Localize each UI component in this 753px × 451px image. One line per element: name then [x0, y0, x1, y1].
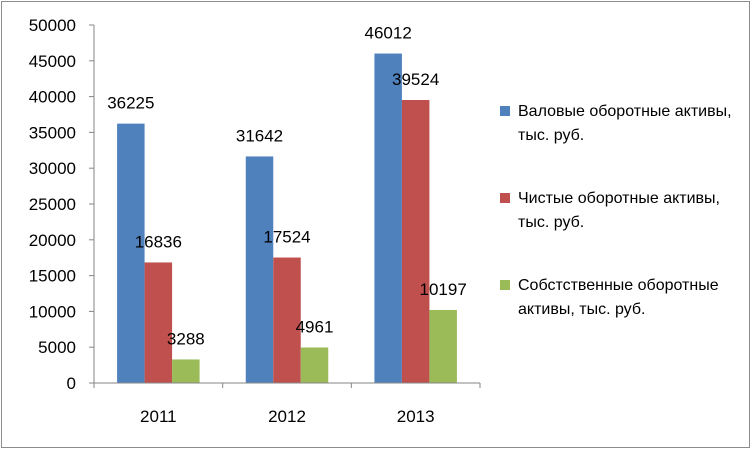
legend-label-own: Собстственные оборотные активы, тыс. руб…: [518, 277, 719, 318]
bar: [429, 309, 457, 383]
y-tick-label: 15000: [29, 267, 76, 286]
y-tick-label: 40000: [29, 88, 76, 107]
y-tick-label: 45000: [29, 52, 76, 71]
y-tick-label: 0: [67, 374, 76, 393]
x-axis-ticks: 2011 2012 2013: [93, 383, 481, 426]
data-label: 16836: [135, 232, 182, 251]
x-tick-label: 2011: [140, 407, 177, 426]
y-tick-label: 25000: [29, 195, 76, 214]
y-tick-label: 20000: [29, 231, 76, 250]
y-tick-label: 5000: [38, 338, 76, 357]
bar: [144, 262, 173, 383]
bar: [245, 156, 274, 383]
legend-label-net: Чистые оборотные активы, тыс. руб.: [518, 190, 720, 231]
data-label: 36225: [107, 94, 154, 113]
bar: [374, 53, 402, 384]
legend-item-own: Собстственные оборотные активы, тыс. руб…: [500, 274, 745, 322]
x-tick-label: 2012: [268, 407, 306, 426]
data-label: 3288: [167, 329, 205, 348]
legend-swatch-net: [500, 193, 510, 203]
legend-swatch-own: [500, 280, 510, 290]
data-label: 46012: [365, 24, 412, 43]
y-tick-label: 30000: [29, 159, 76, 178]
x-tick-label: 2013: [397, 407, 435, 426]
bar: [300, 347, 329, 383]
data-label: 4961: [296, 317, 334, 336]
data-label: 31642: [236, 126, 283, 145]
bars: [117, 53, 457, 384]
legend-swatch-gross: [500, 106, 510, 116]
bar: [172, 359, 200, 383]
data-label: 10197: [420, 280, 467, 299]
y-tick-label: 10000: [29, 302, 76, 321]
bar: [401, 100, 430, 383]
bar: [273, 257, 301, 383]
data-label: 39524: [392, 70, 439, 89]
legend-item-gross: Валовые оборотные активы, тыс. руб.: [500, 100, 745, 148]
y-tick-label: 50000: [29, 16, 76, 35]
legend-item-net: Чистые оборотные активы, тыс. руб.: [500, 187, 745, 235]
legend-label-gross: Валовые оборотные активы, тыс. руб.: [518, 103, 732, 144]
data-labels: 36225 31642 46012 16836 17524 39524 3288 4961 10…: [107, 24, 467, 349]
y-tick-label: 35000: [29, 123, 76, 142]
bar: [117, 123, 145, 383]
legend: Валовые оборотные активы, тыс. руб. Чист…: [500, 100, 745, 361]
data-label: 17524: [263, 228, 310, 247]
y-axis-ticks: 0 5000 10000 15000 20000 25000 30000 35000 40000…: [29, 16, 94, 393]
